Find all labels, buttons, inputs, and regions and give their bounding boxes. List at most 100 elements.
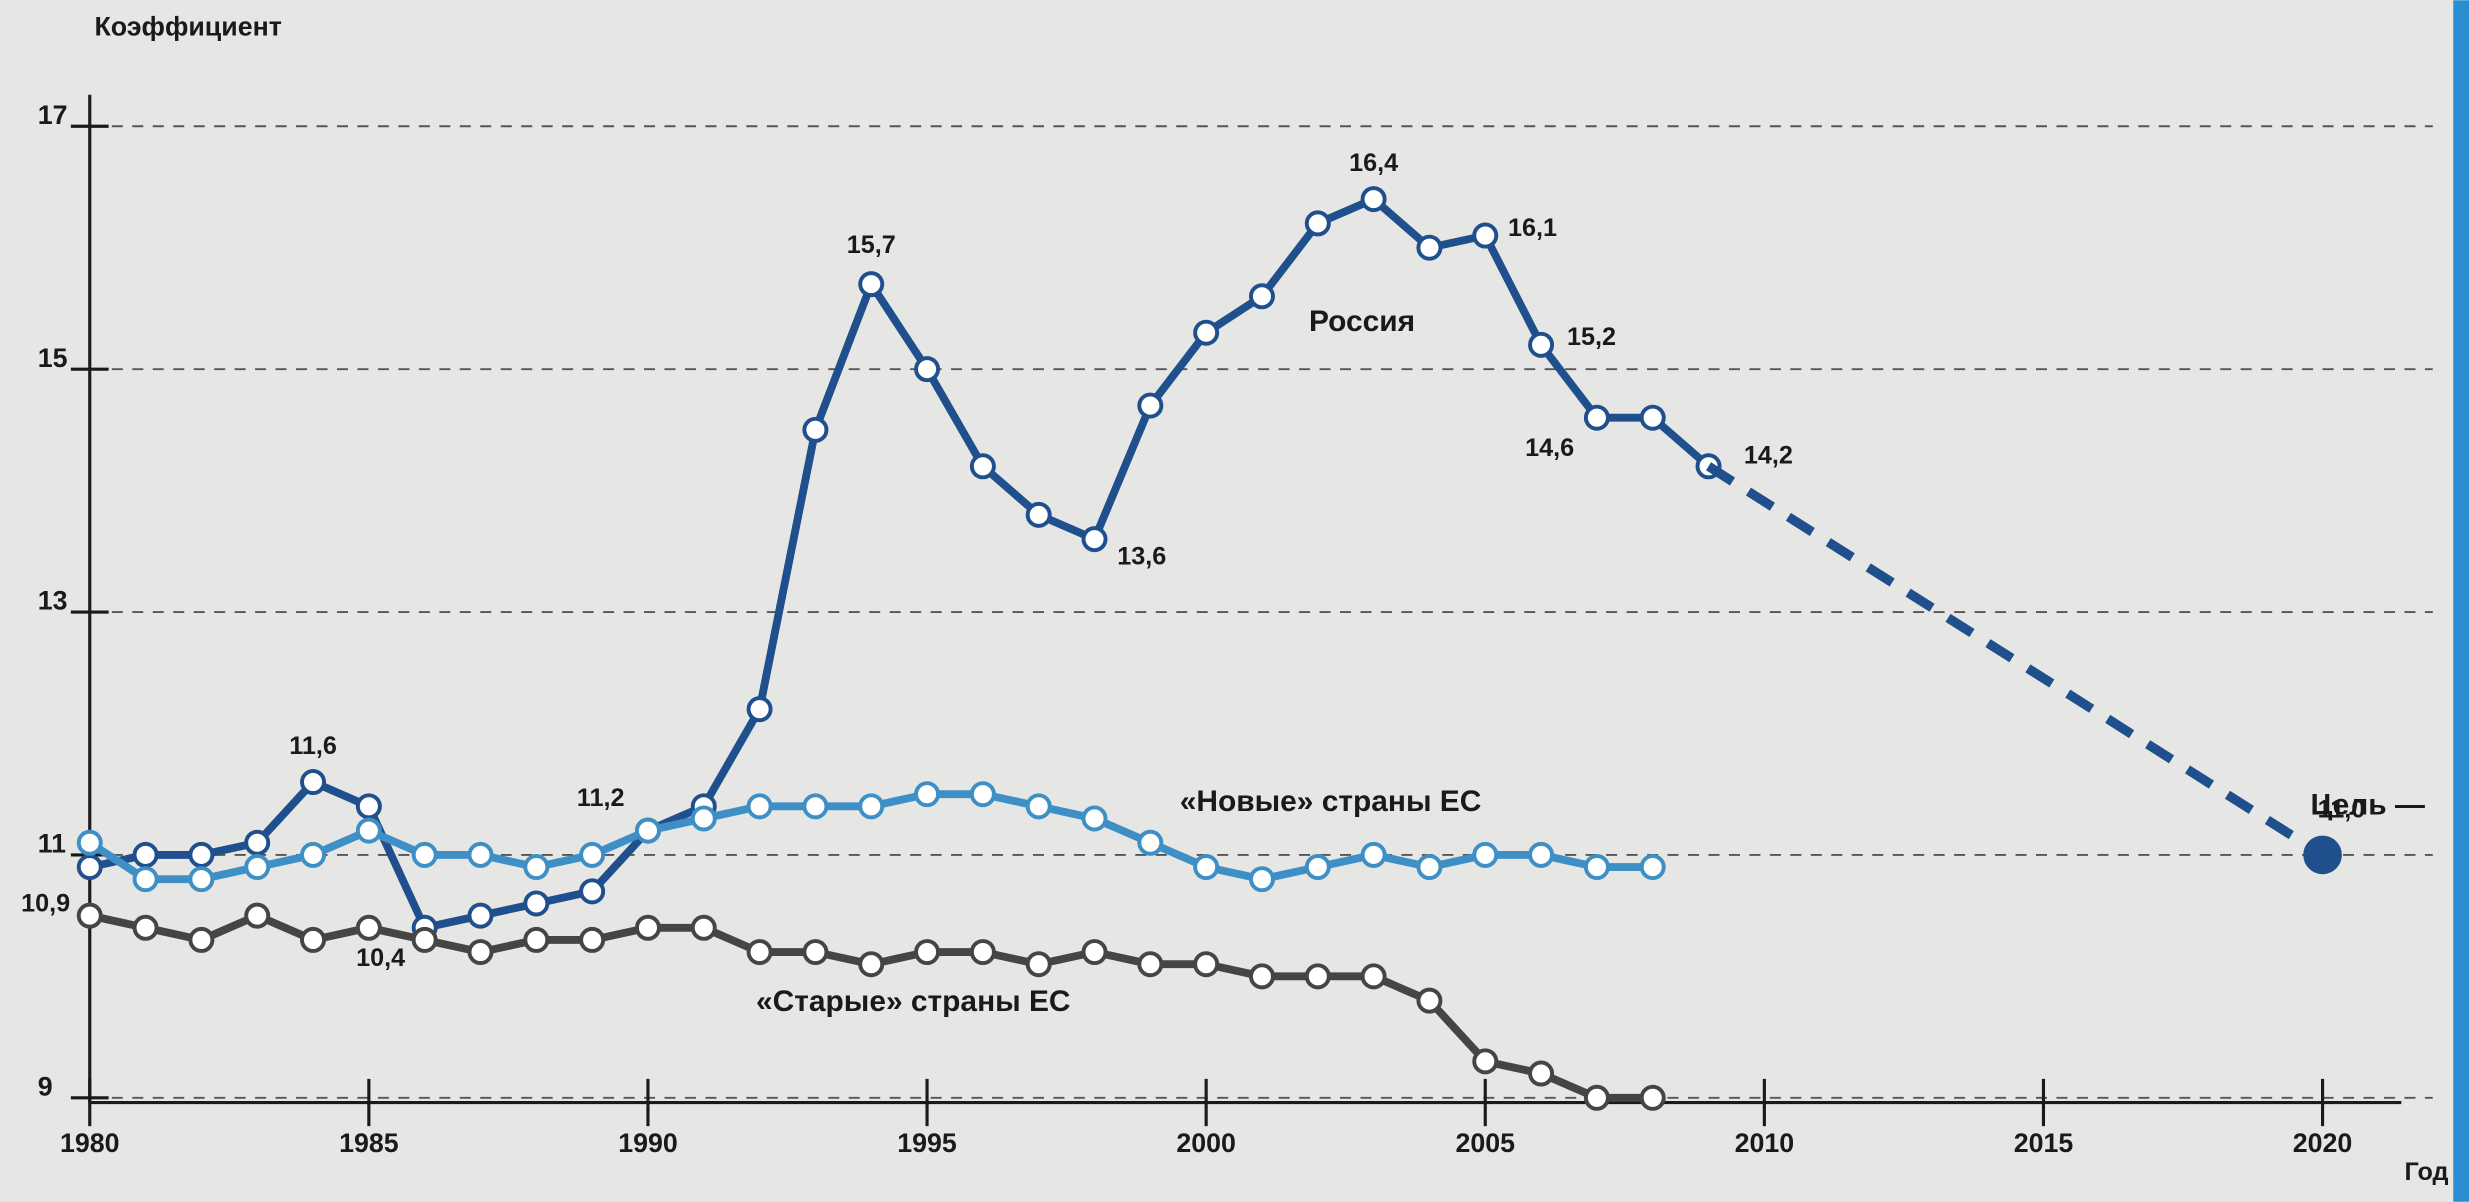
data-point: [1304, 210, 1331, 237]
data-point: [132, 841, 159, 868]
data-point: [1360, 841, 1387, 868]
data-point: [969, 453, 996, 480]
data-label: 11,6: [289, 732, 337, 760]
data-point: [1081, 805, 1108, 832]
data-point: [1416, 987, 1443, 1014]
data-point: [802, 939, 829, 966]
data-point: [746, 696, 773, 723]
data-point: [746, 793, 773, 820]
edge-strip: [2453, 0, 2469, 1202]
data-point: [355, 817, 382, 844]
series-name: «Старые» страны ЕС: [756, 985, 1071, 1018]
data-point: [858, 271, 885, 298]
data-point: [1025, 501, 1052, 528]
data-point: [411, 926, 438, 953]
data-point: [1025, 951, 1052, 978]
data-point: [1583, 404, 1610, 431]
data-label: 13,6: [1117, 543, 1166, 571]
data-point: [523, 854, 550, 881]
data-point: [858, 951, 885, 978]
series-name: «Новые» страны ЕС: [1180, 785, 1482, 818]
data-point: [1639, 854, 1666, 881]
data-point: [1137, 829, 1164, 856]
data-label: 14,6: [1525, 434, 1574, 462]
y-tick-label: 17: [38, 100, 68, 130]
data-point: [467, 902, 494, 929]
data-point: [300, 926, 327, 953]
data-point: [969, 939, 996, 966]
data-point: [132, 866, 159, 893]
x-tick-label: 2020: [2293, 1128, 2353, 1158]
data-point: [1639, 1084, 1666, 1111]
data-point: [1193, 854, 1220, 881]
data-point: [634, 817, 661, 844]
y-tick-label: 15: [38, 343, 68, 373]
series-line: [1706, 462, 2326, 859]
data-point: [1583, 854, 1610, 881]
data-point: [914, 781, 941, 808]
data-point: [244, 902, 271, 929]
data-point: [746, 939, 773, 966]
data-point: [1304, 963, 1331, 990]
data-point: [300, 769, 327, 796]
y-tick-label: 11: [38, 829, 66, 859]
series-name: Россия: [1309, 305, 1415, 338]
data-label: 11,0: [2318, 795, 2366, 823]
data-point: [1025, 793, 1052, 820]
data-point: [76, 902, 103, 929]
data-point: [1528, 841, 1555, 868]
data-point: [411, 841, 438, 868]
data-point: [1248, 283, 1275, 310]
data-point: [244, 854, 271, 881]
data-point: [579, 841, 606, 868]
data-point: [1193, 951, 1220, 978]
data-point: [1472, 1048, 1499, 1075]
data-point: [1304, 854, 1331, 881]
data-point: [355, 914, 382, 941]
data-point: [1137, 392, 1164, 419]
data-label: 10,9: [21, 889, 70, 917]
data-point: [1472, 841, 1499, 868]
x-tick-label: 1995: [897, 1128, 957, 1158]
data-point: [1081, 526, 1108, 553]
data-point: [523, 926, 550, 953]
x-tick-label: 1985: [339, 1128, 399, 1158]
data-point: [2303, 835, 2342, 875]
data-label: 16,1: [1508, 214, 1557, 242]
data-point: [188, 866, 215, 893]
data-point: [858, 793, 885, 820]
data-point: [300, 841, 327, 868]
data-point: [132, 914, 159, 941]
data-point: [76, 829, 103, 856]
data-point: [76, 854, 103, 881]
x-tick-label: 2015: [2014, 1128, 2074, 1158]
data-point: [1472, 222, 1499, 249]
data-point: [188, 926, 215, 953]
data-point: [634, 914, 661, 941]
data-point: [1360, 186, 1387, 213]
y-tick-label: 13: [38, 586, 68, 616]
data-label: 16,4: [1349, 149, 1398, 177]
data-point: [579, 926, 606, 953]
data-point: [1528, 331, 1555, 358]
data-point: [467, 841, 494, 868]
x-tick-label: 1990: [618, 1128, 678, 1158]
data-label: 15,2: [1567, 323, 1616, 351]
data-point: [523, 890, 550, 917]
data-point: [914, 356, 941, 383]
data-point: [914, 939, 941, 966]
data-point: [1248, 963, 1275, 990]
data-label: 14,2: [1744, 442, 1793, 470]
data-point: [355, 793, 382, 820]
data-point: [802, 793, 829, 820]
data-point: [1248, 866, 1275, 893]
data-point: [579, 878, 606, 905]
data-point: [1360, 963, 1387, 990]
data-point: [690, 805, 717, 832]
x-axis-label: Год: [2404, 1158, 2448, 1186]
y-axis-label: Коэффициент: [94, 12, 281, 42]
data-point: [467, 939, 494, 966]
data-point: [1137, 951, 1164, 978]
x-tick-label: 1980: [60, 1128, 120, 1158]
